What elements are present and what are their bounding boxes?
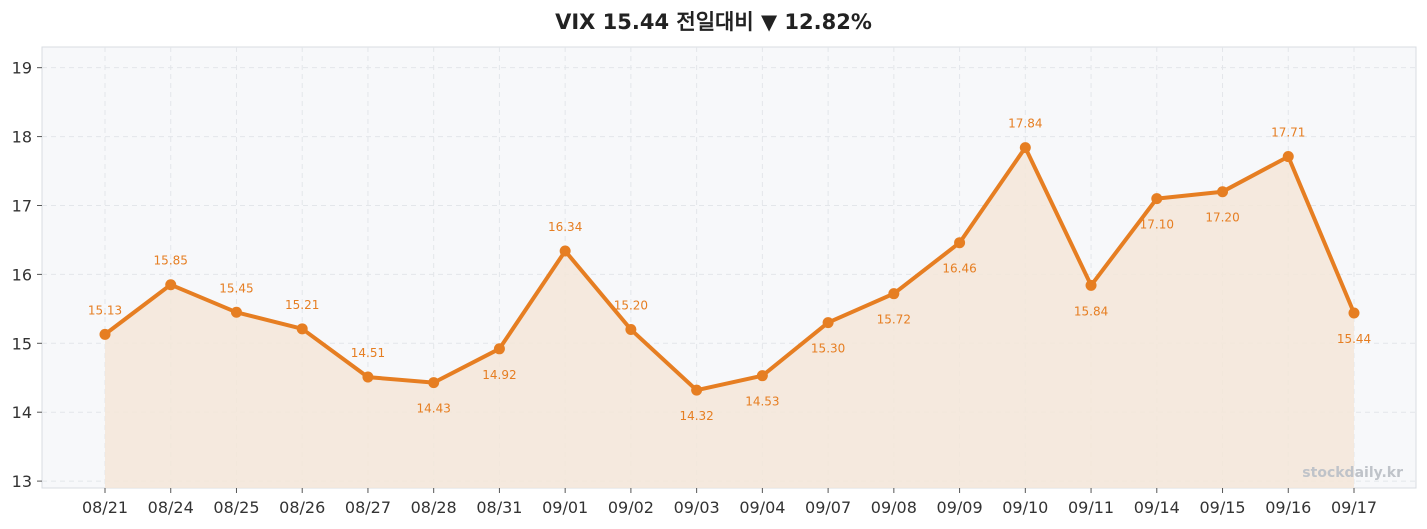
x-tick-label: 08/31 [476, 498, 522, 517]
data-point [822, 317, 834, 329]
data-label: 16.34 [548, 220, 582, 234]
data-point [888, 288, 900, 300]
data-label: 14.92 [482, 368, 516, 382]
data-point [625, 324, 637, 336]
data-label: 17.10 [1140, 218, 1174, 232]
y-tick-label: 16 [12, 265, 32, 284]
data-point [559, 245, 571, 257]
data-point [296, 323, 308, 335]
data-point [362, 371, 374, 383]
data-point [230, 306, 242, 318]
data-point [493, 343, 505, 355]
data-label: 14.43 [417, 402, 451, 416]
data-point [954, 237, 966, 249]
data-label: 14.32 [679, 409, 713, 423]
x-tick-label: 08/28 [411, 498, 457, 517]
data-point [1151, 193, 1163, 205]
data-label: 14.53 [745, 395, 779, 409]
data-point [1348, 307, 1360, 319]
data-point [1217, 186, 1229, 198]
x-tick-label: 09/16 [1265, 498, 1311, 517]
y-tick-label: 14 [12, 403, 32, 422]
x-tick-label: 08/26 [279, 498, 325, 517]
data-label: 15.85 [154, 254, 188, 268]
data-label: 15.30 [811, 342, 845, 356]
x-tick-label: 09/02 [608, 498, 654, 517]
x-tick-label: 09/14 [1134, 498, 1180, 517]
y-tick-label: 13 [12, 472, 32, 491]
watermark: stockdaily.kr [1302, 465, 1403, 481]
data-point [756, 370, 768, 382]
y-tick-label: 17 [12, 196, 32, 215]
data-label: 15.45 [219, 281, 253, 295]
series-area-fill [105, 147, 1354, 488]
data-label: 15.72 [877, 313, 911, 327]
x-tick-label: 09/10 [1002, 498, 1048, 517]
x-tick-label: 08/24 [148, 498, 194, 517]
data-point [1019, 142, 1031, 154]
y-tick-label: 19 [12, 59, 32, 78]
x-tick-label: 09/07 [805, 498, 851, 517]
data-point [428, 377, 440, 389]
y-axis-ticks: 13 14 15 16 17 18 19 [12, 59, 42, 491]
data-label: 16.46 [942, 262, 976, 276]
x-tick-label: 09/04 [739, 498, 785, 517]
y-tick-label: 15 [12, 334, 32, 353]
series-points [99, 142, 1360, 396]
x-tick-label: 08/21 [82, 498, 128, 517]
x-tick-label: 09/09 [937, 498, 983, 517]
data-point [99, 328, 111, 340]
data-point [165, 279, 177, 291]
data-label: 15.20 [614, 299, 648, 313]
data-label: 17.71 [1271, 126, 1305, 140]
data-label: 15.21 [285, 298, 319, 312]
data-point [1085, 279, 1097, 291]
x-tick-label: 09/15 [1199, 498, 1245, 517]
x-axis-ticks: 08/21 08/24 08/25 08/26 08/27 08/28 08/31 09/01… [82, 488, 1377, 517]
data-label: 15.44 [1337, 332, 1371, 346]
x-tick-label: 09/11 [1068, 498, 1114, 517]
data-labels: 15.13 15.85 15.45 15.21 14.51 14.43 14.92 16.34… [88, 117, 1371, 424]
series-line [103, 145, 1356, 393]
data-label: 14.51 [351, 346, 385, 360]
data-point [691, 384, 703, 396]
x-tick-label: 08/27 [345, 498, 391, 517]
x-tick-label: 09/17 [1331, 498, 1377, 517]
y-tick-label: 18 [12, 128, 32, 147]
x-tick-label: 09/08 [871, 498, 917, 517]
data-label: 17.20 [1205, 211, 1239, 225]
x-tick-label: 09/01 [542, 498, 588, 517]
data-point [1282, 151, 1294, 163]
x-tick-label: 08/25 [213, 498, 259, 517]
data-label: 17.84 [1008, 117, 1042, 131]
data-label: 15.84 [1074, 304, 1108, 318]
data-label: 15.13 [88, 303, 122, 317]
x-tick-label: 09/03 [674, 498, 720, 517]
chart-title: VIX 15.44 전일대비 ▼ 12.82% [555, 10, 872, 34]
